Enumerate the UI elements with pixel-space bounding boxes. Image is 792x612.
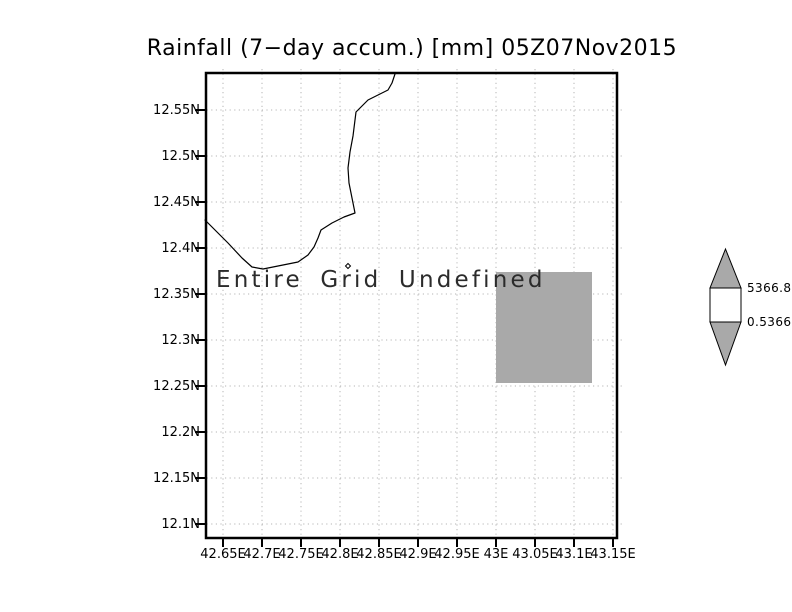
x-tick-label: 43.1E xyxy=(555,547,593,562)
plot-frame xyxy=(204,71,619,540)
y-tick-label: 12.25N xyxy=(153,379,200,394)
undefined-grid-message: Entire Grid Undefined xyxy=(216,267,546,293)
x-tick-label: 43E xyxy=(483,547,509,562)
y-axis-ticks xyxy=(195,109,206,525)
y-tick-label: 12.2N xyxy=(161,425,200,440)
y-tick-label: 12.3N xyxy=(161,333,200,348)
coastline xyxy=(204,73,396,270)
y-tick-label: 12.1N xyxy=(161,517,200,532)
x-axis-ticks xyxy=(222,538,614,547)
colorbar-min-label: 0.536688 xyxy=(747,315,792,329)
y-tick-label: 12.45N xyxy=(153,195,200,210)
x-tick-label: 42.7E xyxy=(243,547,281,562)
y-tick-label: 12.55N xyxy=(153,103,200,118)
grid-vertical-lines xyxy=(222,69,614,543)
colorbar-mid-cell xyxy=(709,287,742,323)
colorbar-upper-triangle-icon xyxy=(709,247,742,289)
x-tick-label: 43.15E xyxy=(590,547,636,562)
y-tick-label: 12.15N xyxy=(153,471,200,486)
x-tick-label: 42.9E xyxy=(399,547,437,562)
colorbar-max-label: 5366.88 xyxy=(747,281,792,295)
colorbar-lower-triangle-icon xyxy=(709,321,742,367)
x-tick-label: 42.95E xyxy=(434,547,480,562)
y-tick-label: 12.5N xyxy=(161,149,200,164)
island-dot xyxy=(344,262,352,270)
chart-title: Rainfall (7−day accum.) [mm] 05Z07Nov201… xyxy=(146,36,678,61)
x-tick-label: 42.8E xyxy=(321,547,359,562)
y-tick-label: 12.4N xyxy=(161,241,200,256)
x-tick-label: 42.75E xyxy=(278,547,324,562)
masked-region-block xyxy=(496,272,592,383)
x-tick-label: 43.05E xyxy=(512,547,558,562)
x-tick-label: 42.85E xyxy=(356,547,402,562)
y-tick-label: 12.35N xyxy=(153,287,200,302)
x-tick-label: 42.65E xyxy=(200,547,246,562)
